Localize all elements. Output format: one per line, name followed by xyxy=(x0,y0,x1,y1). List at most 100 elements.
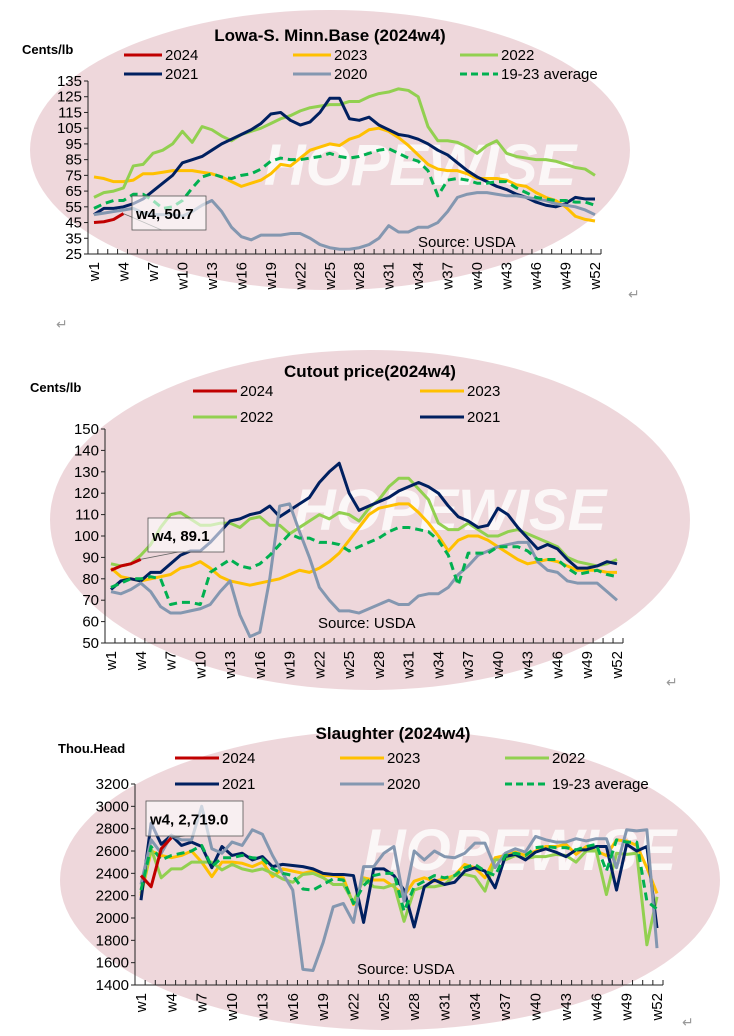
x-tick-label: w52 xyxy=(587,262,604,291)
x-tick-label: w43 xyxy=(499,262,516,291)
series-line-2022 xyxy=(139,847,659,947)
x-tick-label: w40 xyxy=(490,651,507,680)
x-tick-label: w25 xyxy=(322,262,339,291)
legend-label: 2023 xyxy=(467,383,500,400)
y-tick-label: 3000 xyxy=(96,798,129,815)
series-line-2022 xyxy=(93,87,596,199)
y-tick-label: 105 xyxy=(57,120,82,137)
y-tick-label: 115 xyxy=(58,104,82,121)
x-tick-label: w13 xyxy=(204,262,221,291)
legend-label: 2023 xyxy=(334,47,367,64)
x-tick-label: w52 xyxy=(649,993,666,1022)
legend-label: 19-23 average xyxy=(552,776,649,793)
x-tick-label: w31 xyxy=(401,651,418,680)
chart-3: Slaughter (2024w4) Thou.Head 1400 1600 1800 2… xyxy=(58,724,666,1022)
x-tick-label: w49 xyxy=(558,262,575,291)
x-tick-label: w40 xyxy=(528,993,545,1022)
legend-label: 2021 xyxy=(222,776,255,793)
x-tick-label: w46 xyxy=(528,262,545,291)
legend-item: 2020 xyxy=(293,66,367,83)
y-tick-label: 45 xyxy=(65,215,82,232)
x-tick-label: w22 xyxy=(345,993,362,1022)
y-tick-label: 35 xyxy=(65,230,82,247)
legend-item: 2024 xyxy=(193,383,273,400)
x-tick-label: w19 xyxy=(263,262,280,291)
return-mark-icon: ↵ xyxy=(56,316,68,332)
legend-label: 2021 xyxy=(467,409,500,426)
y-tick-label: 70 xyxy=(82,592,99,609)
x-tick-label: w19 xyxy=(315,993,332,1022)
y-tick-label: 50 xyxy=(82,635,99,652)
chart-title: Slaughter (2024w4) xyxy=(316,724,471,743)
x-tick-label: w4 xyxy=(115,262,132,282)
data-callout: w4, 50.7 xyxy=(123,195,207,231)
callout-label: w4, 50.7 xyxy=(135,206,194,223)
x-tick-label: w4 xyxy=(163,993,180,1013)
x-tick-label: w22 xyxy=(292,262,309,291)
legend-item: 2023 xyxy=(293,47,367,64)
x-tick-label: w49 xyxy=(619,993,636,1022)
x-tick-label: w46 xyxy=(588,993,605,1022)
y-tick-label: 2400 xyxy=(96,865,129,882)
y-tick-label: 100 xyxy=(74,528,99,545)
x-tick-label: w52 xyxy=(609,651,626,680)
legend-item: 2021 xyxy=(175,776,255,793)
legend-item: 2022 xyxy=(193,409,273,426)
return-mark-icon: ↵ xyxy=(666,674,678,690)
chart-title: Cutout price(2024w4) xyxy=(284,362,456,381)
legend-item: 2024 xyxy=(124,47,198,64)
x-tick-label: w43 xyxy=(558,993,575,1022)
legend-item: 2024 xyxy=(175,750,255,767)
legend-label: 2022 xyxy=(552,750,585,767)
x-tick-label: w1 xyxy=(86,262,103,282)
y-tick-label: 95 xyxy=(65,136,82,153)
y-tick-label: 150 xyxy=(74,421,99,438)
chart-1: Lowa-S. Minn.Base (2024w4) Cents/lb 253545… xyxy=(22,26,604,291)
series-line-2024 xyxy=(93,212,125,225)
legend-label: 2023 xyxy=(387,750,420,767)
y-tick-label: 80 xyxy=(82,571,99,588)
y-tick-label: 110 xyxy=(75,507,99,524)
legend-label: 2024 xyxy=(222,750,255,767)
legend-label: 2020 xyxy=(334,66,367,83)
x-tick-label: w10 xyxy=(174,262,191,291)
y-tick-label: 135 xyxy=(57,73,82,90)
x-tick-label: w34 xyxy=(430,651,447,680)
source-note: Source: USDA xyxy=(418,234,516,251)
callout-box xyxy=(145,800,244,837)
legend-label: 2022 xyxy=(501,47,534,64)
series-line-2024 xyxy=(139,836,173,889)
x-tick-label: w10 xyxy=(192,651,209,680)
x-tick-label: w16 xyxy=(285,993,302,1022)
x-tick-label: w34 xyxy=(410,262,427,291)
y-tick-label: 140 xyxy=(74,442,99,459)
callout-leader xyxy=(140,551,179,560)
source-note: Source: USDA xyxy=(357,961,455,978)
series-line-2020 xyxy=(139,804,659,972)
data-callout: w4, 89.1 xyxy=(140,517,225,560)
y-axis-label: Cents/lb xyxy=(22,42,73,57)
callout-label: w4, 89.1 xyxy=(151,528,210,545)
y-tick-label: 1800 xyxy=(96,932,129,949)
x-tick-label: w28 xyxy=(351,262,368,291)
legend-item: 19-23 average xyxy=(505,776,649,793)
legend-item: 19-23 average xyxy=(460,66,598,83)
callout-box xyxy=(131,195,207,231)
y-tick-label: 25 xyxy=(65,246,82,263)
x-tick-label: w28 xyxy=(371,651,388,680)
legend-item: 2021 xyxy=(124,66,198,83)
y-tick-label: 1400 xyxy=(96,977,129,994)
source-note: Source: USDA xyxy=(318,615,416,632)
x-tick-label: w49 xyxy=(579,651,596,680)
series-line-2020 xyxy=(110,502,618,639)
series-line-avg xyxy=(139,838,658,913)
y-tick-label: 125 xyxy=(57,89,82,106)
x-tick-label: w25 xyxy=(341,651,358,680)
x-tick-label: w37 xyxy=(497,993,514,1022)
chart-title: Lowa-S. Minn.Base (2024w4) xyxy=(214,26,445,45)
x-tick-label: w7 xyxy=(194,993,211,1013)
x-tick-label: w16 xyxy=(233,262,250,291)
chart-2: Cutout price(2024w4) Cents/lb 50 60 70 80 90 10… xyxy=(30,362,626,680)
x-tick-label: w1 xyxy=(133,993,150,1013)
